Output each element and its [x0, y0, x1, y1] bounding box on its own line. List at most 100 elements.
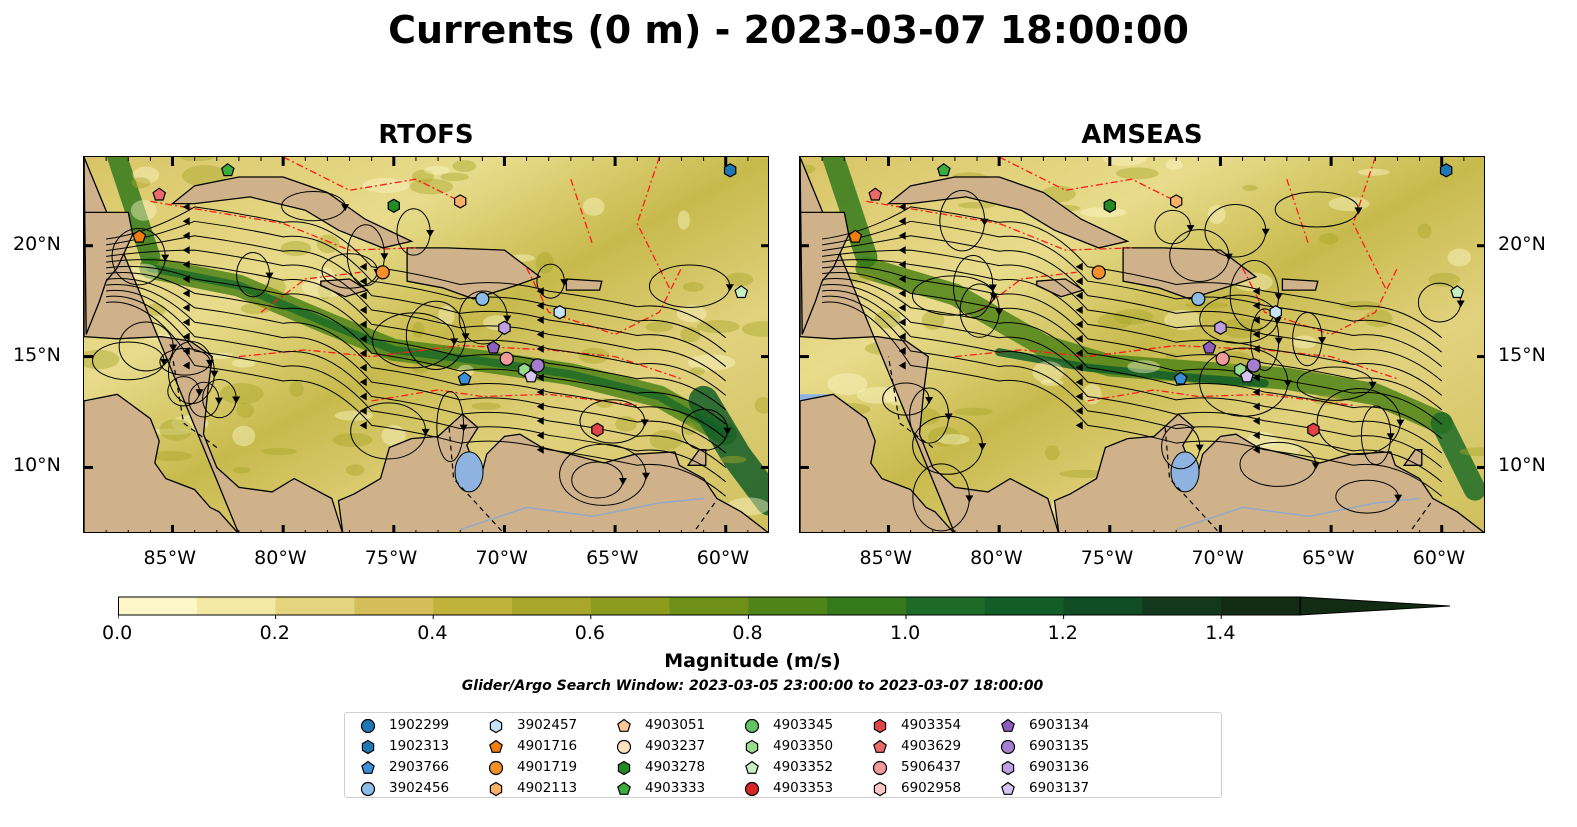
platform-marker-4903354 [591, 422, 604, 437]
land-puertorico [565, 278, 603, 291]
circle-marker-icon [360, 781, 376, 797]
land-cuba [886, 176, 1130, 249]
lat-label-right: 10°N [1498, 454, 1546, 477]
legend-label: 2903766 [389, 759, 450, 775]
platform-marker-4902113 [454, 194, 467, 209]
circle-marker-icon [744, 718, 760, 734]
amseas-map-canvas [800, 157, 1484, 532]
amseas-map-panel[interactable] [799, 156, 1485, 533]
hexagon-marker-icon [361, 739, 375, 755]
platform-marker-4903629 [152, 187, 167, 201]
colorbar-segment [354, 597, 434, 615]
platform-marker-3902456 [475, 291, 490, 307]
lon-label: 65°W [586, 547, 639, 569]
colorbar-tick-label: 0.6 [574, 622, 606, 644]
land-yucatan [84, 157, 134, 335]
colorbar-segment [984, 597, 1065, 615]
hexagon-marker-icon [1001, 760, 1015, 776]
platform-marker-4903278 [1103, 198, 1116, 213]
platform-marker-6903137 [1240, 369, 1254, 383]
hexagon-marker-icon [873, 718, 887, 734]
legend-label: 4903237 [645, 738, 706, 754]
colorbar-tick-label: 1.2 [1047, 622, 1078, 644]
lat-label-right: 20°N [1498, 232, 1546, 255]
colorbar-label: Magnitude (m/s) [664, 650, 841, 672]
legend-label: 6903136 [1029, 759, 1090, 775]
hexagon-marker-icon [745, 739, 759, 755]
colorbar-segment [118, 597, 198, 615]
colorbar-segment [433, 597, 513, 615]
pentagon-marker-icon [1001, 781, 1015, 795]
lon-label: 85°W [859, 547, 912, 569]
colorbar-tick-label: 1.4 [1205, 622, 1236, 644]
colorbar-segment [669, 597, 749, 615]
platform-marker-4903333 [220, 163, 235, 177]
legend-label: 5906437 [901, 759, 962, 775]
pentagon-marker-icon [745, 760, 759, 774]
rtofs-map-panel[interactable] [83, 156, 769, 533]
land-hispaniola [406, 247, 542, 300]
platform-marker-4903333 [936, 163, 951, 177]
platform-marker-4901719 [375, 265, 390, 280]
lon-label: 65°W [1302, 547, 1355, 569]
panel-title-amseas: AMSEAS [1081, 120, 1203, 150]
legend-label: 4903352 [773, 759, 834, 775]
platform-marker-3902457 [553, 305, 566, 320]
land-puertorico [1281, 278, 1319, 291]
colorbar-tick-label: 0.2 [259, 622, 290, 644]
legend-label: 4901716 [517, 738, 578, 754]
colorbar [118, 596, 1451, 619]
hexagon-marker-icon [489, 718, 503, 734]
lon-label: 75°W [1080, 547, 1134, 569]
legend-label: 1902299 [389, 717, 450, 733]
platform-marker-1902313 [723, 163, 737, 178]
legend-label: 6903137 [1029, 780, 1090, 796]
lat-label-right: 15°N [1498, 343, 1546, 366]
lon-label: 85°W [143, 547, 196, 569]
circle-marker-icon [616, 739, 632, 755]
legend-label: 4902113 [517, 780, 578, 796]
colorbar-segment [827, 597, 907, 615]
colorbar-tick-label: 0.4 [417, 622, 448, 644]
legend-label: 1902313 [389, 738, 450, 754]
colorbar-tick-label: 0.8 [732, 622, 763, 644]
pentagon-marker-icon [361, 760, 375, 774]
land-cuba [170, 176, 414, 249]
rtofs-map-canvas [84, 157, 768, 532]
platform-marker-4903278 [387, 198, 400, 213]
legend-label: 4903354 [901, 717, 962, 733]
legend-label: 3902457 [517, 717, 578, 733]
pentagon-marker-icon [1001, 718, 1015, 732]
lat-label-left: 15°N [13, 343, 61, 366]
hexagon-marker-icon [489, 781, 503, 797]
platform-marker-4903352 [734, 285, 749, 299]
pentagon-marker-icon [489, 739, 503, 753]
colorbar-segment [1142, 597, 1222, 615]
platform-marker-5906437 [499, 351, 514, 366]
colorbar-extend-arrow [1299, 596, 1451, 616]
platform-marker-6903135 [1246, 358, 1261, 373]
current-jet-3 [1430, 412, 1484, 501]
legend-label: 4903333 [645, 780, 706, 796]
platform-marker-5906437 [1215, 351, 1230, 366]
lon-label: 60°W [696, 547, 750, 569]
legend-label: 6903135 [1029, 738, 1090, 754]
platform-marker-6903134 [1202, 340, 1217, 354]
lake-maracaibo [1170, 451, 1200, 493]
pentagon-marker-icon [617, 781, 631, 795]
platform-marker-6903135 [530, 358, 545, 373]
platform-marker-4903629 [868, 187, 883, 201]
circle-marker-icon [744, 781, 760, 797]
lake-maracaibo [454, 451, 484, 493]
lon-label: 80°W [970, 547, 1023, 569]
lat-label-left: 20°N [13, 232, 61, 255]
hexagon-marker-icon [617, 760, 631, 776]
circle-marker-icon [360, 718, 376, 734]
pentagon-marker-icon [617, 718, 631, 732]
colorbar-tick-label: 0.0 [102, 622, 133, 644]
legend-label: 4901719 [517, 759, 578, 775]
current-jet-2 [822, 157, 878, 268]
platform-marker-2903766 [1173, 371, 1188, 385]
platform-marker-6903134 [486, 340, 501, 354]
platform-marker-6903136 [1214, 320, 1227, 335]
